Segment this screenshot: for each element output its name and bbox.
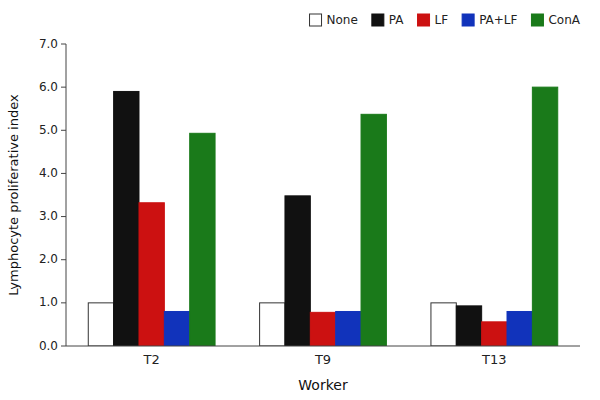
bar [361,114,386,346]
y-tick [61,216,66,217]
x-tick-label: T13 [481,352,506,367]
y-tick [61,130,66,131]
bar [482,322,507,346]
y-tick-label: 2.0 [39,252,58,266]
legend-swatch [531,14,543,26]
legend-swatch [310,14,322,26]
legend-swatch [372,14,384,26]
legend-item: LF [418,13,449,27]
bar [88,303,113,346]
bars [88,87,557,346]
bar [456,306,481,346]
y-tick-label: 7.0 [39,37,58,51]
legend-item: PA [372,13,404,27]
legend-swatch [418,14,430,26]
y-tick-label: 1.0 [39,295,58,309]
legend-label: PA+LF [479,13,517,27]
legend-item: None [310,13,358,27]
legend: None PA LF PA+LF ConA [310,13,581,27]
y-tick-label: 0.0 [39,339,58,353]
bar [310,312,335,346]
legend-item: PA+LF [462,13,517,27]
x-axis [66,346,580,347]
y-axis-label: Lymphocyte proliferative index [6,94,21,296]
legend-label: PA [389,13,404,27]
y-tick-label: 5.0 [39,123,58,137]
bar [431,303,456,346]
chart: 0.0 1.0 2.0 3.0 4.0 5.0 6.0 7.0 T2 T9 T13 Worker Lym… [0,0,600,400]
bar [285,196,310,346]
x-tick-label: T9 [314,352,331,367]
bar [336,311,361,346]
y-tick-label: 3.0 [39,209,58,223]
y-tick [61,173,66,174]
y-tick [61,302,66,303]
x-tick-label: T2 [143,352,160,367]
y-tick [61,259,66,260]
bar [190,133,215,346]
bar [507,311,532,346]
bar [139,203,164,346]
bar [532,87,557,346]
y-tick-label: 6.0 [39,80,58,94]
y-axis [66,44,67,346]
bar [164,311,189,346]
x-axis-label: Worker [298,377,348,393]
legend-swatch [462,14,474,26]
legend-label: LF [435,13,449,27]
bar [114,91,139,346]
legend-label: ConA [548,13,580,27]
legend-label: None [327,13,358,27]
legend-item: ConA [531,13,580,27]
y-tick [61,346,66,347]
y-tick [61,44,66,45]
y-tick [61,87,66,88]
y-tick-label: 4.0 [39,166,58,180]
bar [260,303,285,346]
